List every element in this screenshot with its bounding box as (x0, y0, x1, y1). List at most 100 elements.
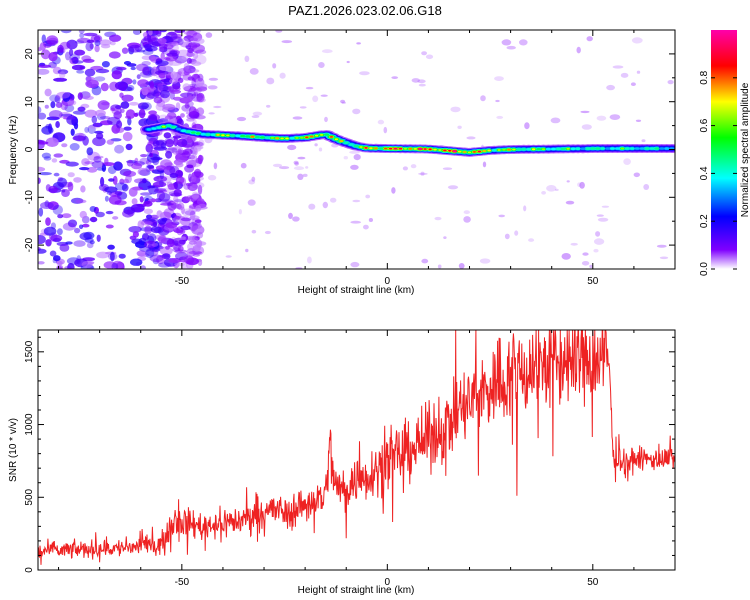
spectrogram-speckle (377, 119, 385, 125)
spectrogram-speckle (91, 160, 105, 169)
spectrogram-speckle (353, 154, 361, 161)
spectrogram-speckle (586, 36, 593, 42)
spectrogram-speckle (83, 95, 94, 100)
spectrogram-speckle (434, 216, 442, 221)
spectrogram-speckle (463, 210, 470, 215)
spectrogram-speckle (420, 171, 425, 176)
spectrogram-speckle (346, 60, 350, 64)
spectrogram-speckle (105, 224, 114, 229)
spectrogram-speckle (240, 162, 247, 169)
spectrogram-speckle (81, 261, 93, 268)
spectrogram-speckle (89, 43, 94, 50)
spectrogram-speckle (169, 50, 178, 55)
spectrogram-speckle (132, 79, 137, 85)
spectrogram-speckle (180, 225, 191, 231)
spectrogram-speckle (79, 167, 90, 171)
spectrogram-speckle (322, 201, 328, 209)
spectrogram-speckle (125, 143, 133, 151)
spectrogram-speckle (123, 170, 137, 177)
spectrogram-speckle (175, 176, 185, 185)
spectrogram-speckle (38, 64, 52, 68)
spectrogram-speckle (170, 36, 183, 44)
spectrogram-ridge (339, 140, 344, 143)
spectrogram-ridge (374, 147, 378, 150)
spectrogram-speckle (94, 40, 101, 47)
spectrogram-speckle (160, 52, 165, 61)
spectrogram-speckle (524, 122, 530, 130)
spectrogram-speckle (83, 32, 98, 37)
spectrogram-speckle (80, 185, 86, 193)
spectrogram-speckle (623, 158, 631, 166)
spectrogram-speckle (110, 107, 116, 112)
spectrogram-speckle (159, 170, 165, 180)
spectrogram-speckle (137, 167, 150, 176)
spectrogram-speckle (612, 65, 624, 69)
spectrogram-ridge (545, 147, 551, 151)
spectrogram-speckle (418, 83, 426, 87)
spectrogram-speckle (157, 218, 167, 225)
spectrogram-speckle (143, 200, 153, 207)
spectrogram-ridge (659, 147, 665, 150)
spectrogram-speckle (189, 215, 200, 221)
spectrogram-speckle (111, 262, 119, 269)
spectrogram-ridge (536, 147, 542, 151)
spectrogram-ridge (195, 132, 201, 135)
spectrogram-speckle (142, 49, 154, 56)
spectrogram-speckle (192, 87, 203, 93)
spectrogram-speckle (123, 178, 130, 184)
spectrogram-speckle (74, 227, 81, 234)
spectrogram-speckle (101, 101, 110, 106)
spectrogram-speckle (631, 37, 643, 44)
spectrogram-speckle (142, 233, 150, 240)
spectrogram-speckle (41, 34, 46, 43)
spectrogram-speckle (64, 266, 72, 269)
spectrogram-speckle (146, 153, 153, 157)
spectrogram-ridge (388, 147, 393, 150)
spectrogram-speckle (192, 244, 201, 252)
spectrogram-ridge (472, 151, 477, 153)
spectrogram-speckle (165, 150, 173, 159)
spectrogram-speckle (148, 114, 158, 120)
spectrogram-speckle (173, 212, 182, 219)
spectrogram-speckle (40, 49, 51, 60)
spectrogram-speckle (501, 39, 512, 46)
colorbar-label: Normalized spectral amplitude (740, 82, 750, 217)
spectrogram-speckle (188, 205, 193, 213)
spectrogram-speckle (421, 51, 427, 56)
spectrogram-speckle (181, 217, 192, 222)
spectrogram-speckle (113, 161, 123, 171)
spectrogram-speckle (196, 92, 205, 103)
spectrogram-speckle (109, 81, 119, 92)
spectrogram-ridge (285, 137, 289, 140)
spectrogram-speckle (279, 72, 286, 79)
spectrogram-speckle (81, 158, 90, 166)
spectrogram-speckle (189, 210, 196, 220)
spectrogram-speckle (95, 211, 105, 218)
spectrogram-xtick-label: 0 (385, 276, 391, 287)
spectrogram-speckle (121, 94, 134, 102)
spectrogram-speckle (159, 211, 172, 221)
spectrogram-speckle (581, 124, 592, 130)
spectrogram-speckle (73, 177, 82, 183)
spectrogram-speckle (150, 157, 163, 161)
spectrogram-speckle (107, 244, 115, 250)
spectrogram-marks (38, 30, 675, 269)
spectrogram-speckle (155, 165, 167, 171)
spectrogram-ridge (418, 148, 423, 150)
spectrogram-speckle (61, 189, 66, 193)
spectrogram-speckle (321, 49, 333, 54)
spectrogram-speckle (65, 51, 71, 61)
spectrogram-speckle (104, 186, 118, 193)
spectrogram-speckle (65, 241, 73, 245)
spectrogram-speckle (159, 30, 167, 33)
spectrogram-speckle (187, 182, 198, 192)
spectrogram-speckle (244, 55, 250, 62)
spectrogram-speckle (659, 256, 669, 260)
spectrogram-speckle (38, 141, 49, 145)
spectrogram-speckle (636, 70, 641, 74)
spectrogram-speckle (140, 154, 148, 158)
spectrogram-speckle (95, 109, 106, 117)
spectrogram-ridge (491, 149, 497, 152)
spectrogram-speckle (79, 232, 92, 241)
spectrogram-speckle (61, 30, 72, 34)
